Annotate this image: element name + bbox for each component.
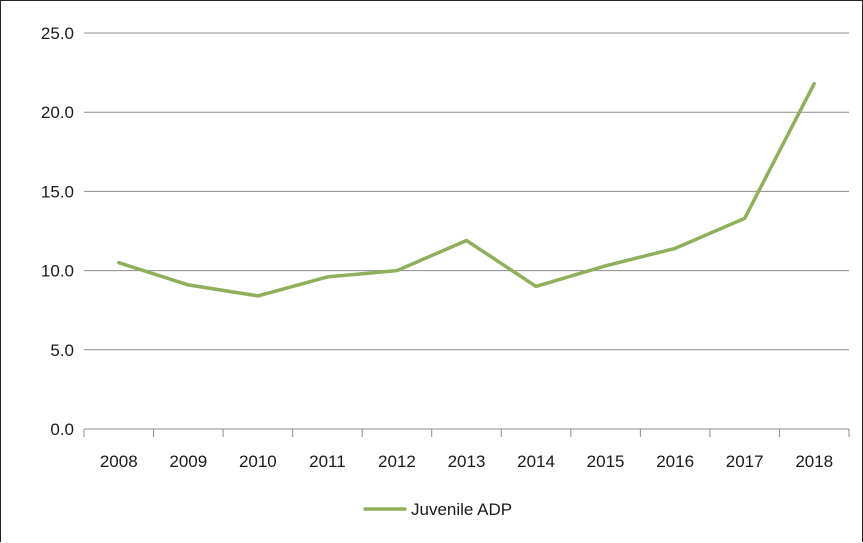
y-tick-label: 5.0 — [50, 341, 74, 360]
x-tick-label: 2009 — [169, 452, 207, 471]
x-tick-label: 2016 — [656, 452, 694, 471]
gridlines — [84, 32, 849, 351]
x-axis-tick-labels: 2008 2009 2010 2011 2012 2013 2014 2015 2016 2017… — [100, 452, 833, 471]
x-tick-label: 2017 — [726, 452, 764, 471]
x-tick-label: 2010 — [239, 452, 277, 471]
x-tick-label: 2008 — [100, 452, 138, 471]
x-tick-label: 2011 — [309, 452, 346, 471]
x-tick-label: 2012 — [378, 452, 416, 471]
x-axis — [83, 428, 850, 437]
y-tick-label: 20.0 — [41, 103, 74, 122]
y-tick-label: 25.0 — [41, 24, 74, 43]
legend: Juvenile ADP — [363, 500, 512, 519]
legend-label: Juvenile ADP — [411, 500, 512, 519]
x-tick-label: 2015 — [587, 452, 625, 471]
series-lines — [117, 81, 816, 298]
x-tick-label: 2018 — [795, 452, 833, 471]
x-tick-label: 2014 — [517, 452, 555, 471]
y-tick-label: 0.0 — [50, 420, 74, 439]
y-tick-label: 15.0 — [41, 182, 74, 201]
series-line-juvenile-adp — [117, 81, 816, 298]
x-tick-label: 2013 — [448, 452, 486, 471]
y-tick-label: 10.0 — [41, 262, 74, 281]
y-axis-tick-labels: 0.0 5.0 10.0 15.0 20.0 25.0 — [41, 24, 74, 439]
